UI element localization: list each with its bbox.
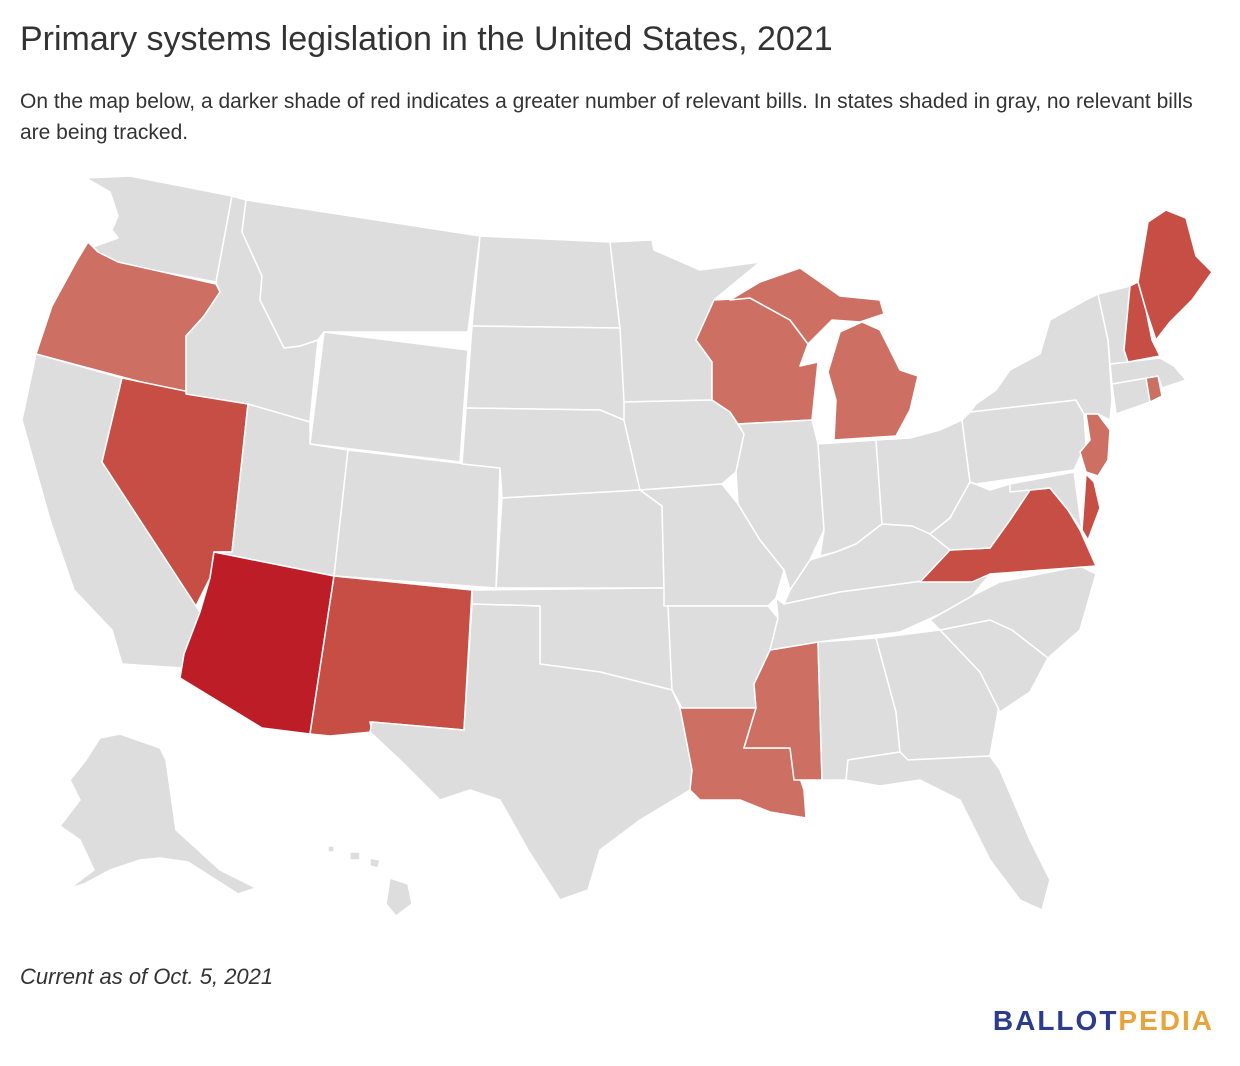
state-new-york[interactable] — [969, 293, 1113, 421]
map-subtitle: On the map below, a darker shade of red … — [20, 90, 1193, 144]
state-colorado[interactable] — [333, 449, 501, 589]
state-new-mexico[interactable] — [309, 575, 473, 737]
state-florida[interactable] — [845, 751, 1051, 911]
state-hawaii[interactable] — [327, 845, 413, 917]
state-pennsylvania[interactable] — [961, 399, 1087, 485]
state-delaware[interactable] — [1081, 473, 1101, 541]
state-wyoming[interactable] — [309, 331, 469, 463]
ballotpedia-logo: BALLOTPEDIA — [993, 1005, 1214, 1037]
state-montana[interactable] — [241, 199, 481, 349]
state-north-dakota[interactable] — [471, 235, 621, 329]
state-kansas[interactable] — [495, 489, 665, 589]
state-north-carolina[interactable] — [929, 565, 1097, 659]
state-iowa[interactable] — [623, 399, 745, 491]
logo-part-ballot: BALLOT — [992, 1005, 1119, 1036]
state-south-dakota[interactable] — [465, 325, 629, 421]
state-texas[interactable] — [369, 603, 693, 901]
logo-part-pedia: PEDIA — [1118, 1005, 1214, 1036]
state-maryland[interactable] — [1009, 471, 1083, 531]
state-west-virginia[interactable] — [929, 481, 1031, 551]
state-alaska[interactable] — [59, 733, 257, 895]
state-michigan-upper[interactable] — [729, 267, 885, 345]
state-massachusetts[interactable] — [1109, 357, 1187, 389]
state-illinois[interactable] — [735, 419, 825, 591]
state-new-jersey[interactable] — [1079, 413, 1111, 477]
map-title: Primary systems legislation in the Unite… — [20, 20, 833, 58]
state-maine[interactable] — [1137, 209, 1213, 341]
data-as-of-note: Current as of Oct. 5, 2021 — [20, 964, 274, 989]
us-states-map — [21, 175, 1213, 917]
state-michigan-lower[interactable] — [827, 321, 919, 441]
